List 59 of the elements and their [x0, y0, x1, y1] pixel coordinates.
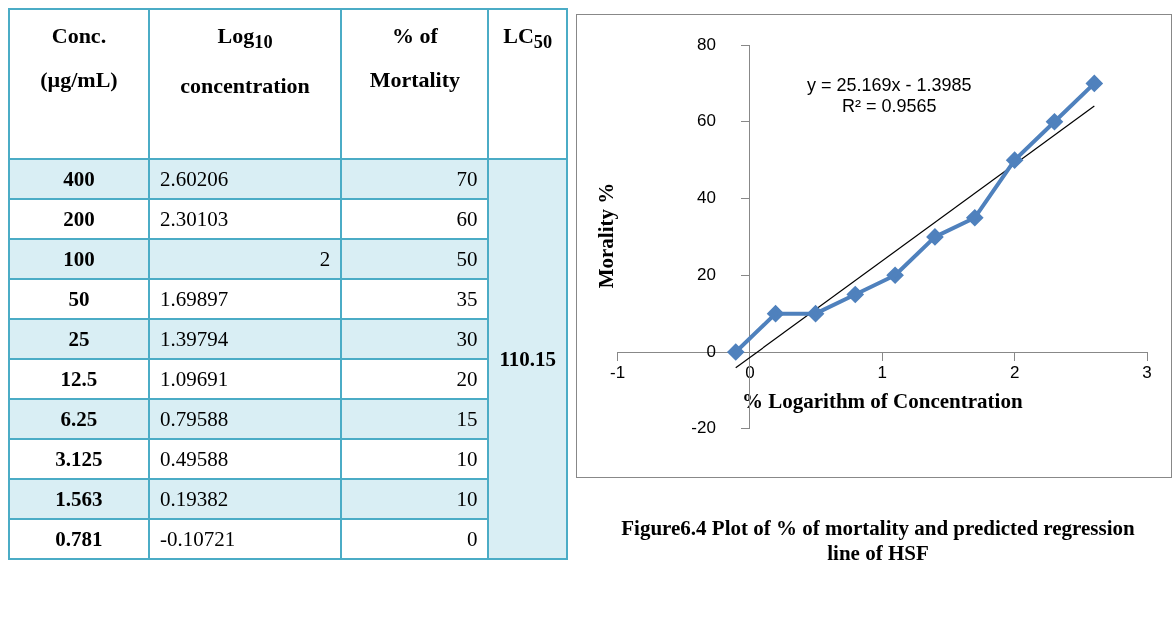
- text: -0.10721: [148, 519, 342, 559]
- y-tick-label: 60: [697, 111, 750, 131]
- text: 10: [341, 479, 489, 519]
- text: 20: [341, 359, 489, 399]
- y-tick-label: 80: [697, 34, 750, 54]
- x-tick-label: 1: [877, 362, 888, 382]
- text: 200: [9, 199, 149, 239]
- point: [966, 209, 983, 226]
- point: [1086, 75, 1103, 92]
- text: 0.49588: [148, 439, 342, 479]
- text: 400: [9, 159, 149, 199]
- text: 100: [9, 239, 149, 279]
- text: 2.60206: [148, 159, 342, 199]
- text: Conc. (µg/mL): [9, 9, 149, 159]
- y-tick-label: 0: [706, 341, 750, 361]
- point: [926, 228, 943, 245]
- y-tick-label: 40: [697, 188, 750, 208]
- annotation: y = 25.169x - 1.3985: [807, 75, 972, 96]
- text: 60: [341, 199, 489, 239]
- point: [887, 267, 904, 284]
- text: 6.25: [9, 399, 149, 439]
- x-tick-label: 2: [1009, 362, 1020, 382]
- caption: Figure6.4 Plot of % of mortality and predicted regression line of HSF: [620, 516, 1136, 566]
- text: 50: [9, 279, 149, 319]
- x-tick-label: -1: [610, 362, 626, 382]
- text: LC$_{50}$: [488, 9, 567, 159]
- point: [1006, 152, 1023, 169]
- text: 1.69897: [148, 279, 342, 319]
- text: 1.09691: [148, 359, 342, 399]
- point: [727, 344, 744, 361]
- x-tick-label: 3: [1142, 362, 1152, 382]
- text: 30: [341, 319, 489, 359]
- text: 0: [341, 519, 489, 559]
- point: [1046, 113, 1063, 130]
- text: 0.79588: [148, 399, 342, 439]
- text: 25: [9, 319, 149, 359]
- text: Log$_{10}$ concentration: [148, 9, 342, 159]
- text: 2.30103: [148, 199, 342, 239]
- text: 35: [341, 279, 489, 319]
- y-axis-title: Morality %: [594, 182, 620, 288]
- y-tick-label: 20: [697, 264, 750, 284]
- text: 1.39794: [148, 319, 342, 359]
- point: [807, 305, 824, 322]
- point: [767, 305, 784, 322]
- text: 12.5: [9, 359, 149, 399]
- text: 70: [341, 159, 489, 199]
- text: 2: [148, 239, 342, 279]
- point: [847, 286, 864, 303]
- annotation: R² = 0.9565: [841, 96, 938, 117]
- y-tick-label: -20: [691, 418, 750, 438]
- text: 10: [341, 439, 489, 479]
- text: 0.19382: [148, 479, 342, 519]
- text: % of Mortality: [341, 9, 489, 159]
- text: 1.563: [9, 479, 149, 519]
- text: 15: [341, 399, 489, 439]
- text: 110.15: [488, 159, 567, 559]
- text: 50: [341, 239, 489, 279]
- text: 3.125: [9, 439, 149, 479]
- text: 0.781: [9, 519, 149, 559]
